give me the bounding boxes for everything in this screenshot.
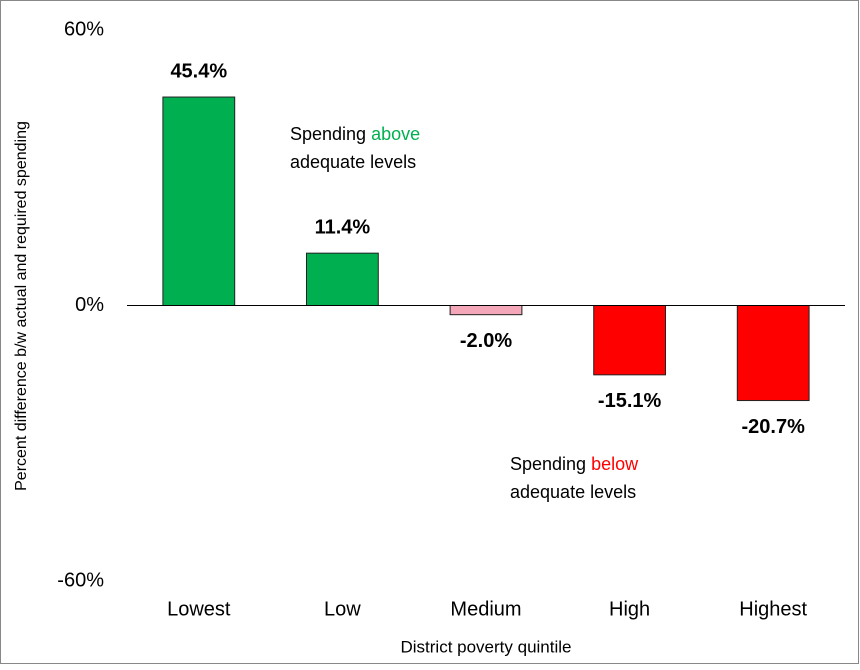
annotation: Spending below (510, 454, 639, 474)
y-tick-label: 0% (75, 294, 104, 316)
bar (162, 96, 236, 306)
annotation-highlight: above (371, 124, 420, 144)
x-axis-label: District poverty quintile (400, 637, 571, 656)
bar (306, 252, 379, 306)
annotation-text: Spending (290, 124, 366, 144)
value-label: -15.1% (598, 390, 662, 412)
y-tick-label: 60% (64, 18, 104, 40)
bar (736, 305, 810, 402)
annotation: Spending above (290, 124, 420, 144)
annotation-text: Spending (510, 454, 586, 474)
y-axis-label: Percent difference b/w actual and requir… (13, 121, 30, 491)
x-tick-label: Medium (450, 598, 521, 620)
bar (593, 305, 667, 376)
x-tick-label: Highest (739, 598, 807, 620)
value-label: 11.4% (315, 216, 371, 238)
annotation-text: adequate levels (290, 152, 416, 172)
x-tick-label: Lowest (167, 598, 231, 620)
x-tick-label: Low (324, 598, 361, 620)
x-tick-label: High (609, 598, 650, 620)
value-label: 45.4% (170, 60, 227, 82)
y-tick-label: -60% (57, 569, 104, 591)
value-label: -2.0% (460, 330, 512, 352)
value-label: -20.7% (742, 416, 806, 438)
bar (449, 305, 523, 316)
annotation-highlight: below (591, 454, 639, 474)
annotation-text: adequate levels (510, 482, 636, 502)
